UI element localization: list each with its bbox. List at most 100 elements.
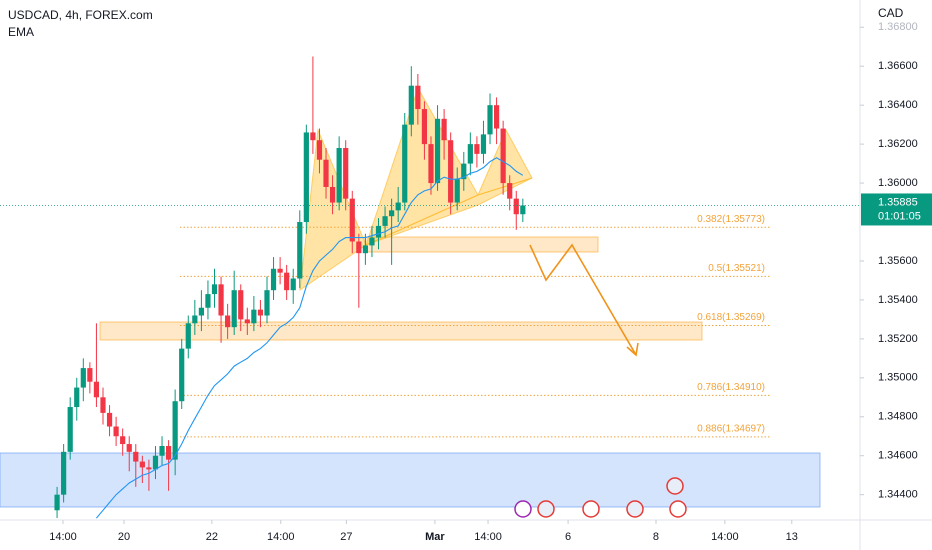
resistance-zone: [99, 321, 703, 341]
candle-body: [480, 134, 487, 154]
event-icon: [626, 500, 644, 518]
candle-body: [323, 159, 329, 187]
event-icon: [669, 500, 687, 518]
x-tick-label: 27: [340, 531, 352, 543]
y-tick-label: 1.36600: [878, 60, 918, 72]
candle-body: [165, 445, 172, 460]
event-icon: [666, 477, 684, 495]
candle-body: [218, 284, 224, 316]
fib-label: 0.786(1.34910): [697, 382, 765, 393]
y-tick-label: 1.34800: [878, 411, 918, 423]
candle-body: [126, 444, 132, 452]
neckline-zone: [364, 236, 599, 253]
candle-body: [231, 290, 237, 328]
candle-body: [185, 323, 191, 349]
candle-body: [290, 278, 296, 291]
candle-body: [474, 144, 480, 154]
x-tick-label: 13: [786, 531, 798, 543]
y-tick-label: 1.35000: [878, 372, 918, 384]
candle-body: [336, 148, 342, 203]
candle-body: [441, 118, 447, 141]
candle-body: [461, 163, 467, 180]
neckline: [365, 177, 533, 246]
candle-body: [251, 309, 257, 324]
candle-body: [139, 461, 145, 468]
candle-body: [395, 202, 401, 211]
candle-body: [54, 494, 60, 511]
candle-body: [467, 144, 473, 164]
candle-body: [225, 315, 231, 328]
candle-body: [87, 368, 93, 382]
candle-body: [356, 241, 362, 254]
candle-body: [343, 148, 349, 199]
candle-body: [487, 105, 493, 135]
candle-body: [349, 198, 355, 242]
y-tick-label: 1.35400: [878, 294, 918, 306]
candle-body: [238, 290, 244, 320]
candle-body: [297, 222, 303, 279]
marks: 0.382(1.35773) 0.5(1.35521) 0.618(1.35269)…: [0, 56, 860, 519]
y-tick-label: 1.35600: [878, 255, 918, 267]
candle-body: [179, 348, 185, 402]
x-tick-label: 14:00: [267, 531, 295, 543]
candle-body: [369, 237, 375, 246]
candle-body: [507, 183, 513, 199]
candle-body: [382, 216, 388, 226]
candle-body: [284, 272, 290, 291]
y-tick-label: 1.36000: [878, 177, 918, 189]
indicator-legend: EMA: [8, 25, 34, 39]
candle-body: [146, 467, 152, 470]
x-tick-label: 22: [206, 531, 218, 543]
chart-title: USDCAD, 4h, FOREX.com: [8, 8, 153, 22]
candle-body: [408, 85, 414, 125]
candle-body: [198, 307, 204, 316]
x-tick-label: 8: [653, 531, 659, 543]
candle-body: [389, 210, 395, 217]
candle-body: [493, 105, 500, 129]
fib-label: 0.886(1.34697): [697, 423, 765, 434]
candle-body: [310, 132, 316, 141]
fib-label: 0.618(1.35269): [697, 312, 765, 323]
candle-body: [448, 140, 454, 203]
arrow-head: [626, 342, 639, 357]
candle-body: [67, 407, 73, 452]
y-tick-label: 1.34600: [878, 450, 918, 462]
x-tick-label: 14:00: [49, 531, 77, 543]
fib-label: 0.382(1.35773): [697, 214, 765, 225]
candle-body: [74, 387, 80, 408]
x-tick-label: 20: [118, 531, 130, 543]
candle-body: [316, 140, 323, 160]
candle-body: [133, 451, 139, 462]
x-tick-label: 6: [565, 531, 571, 543]
candle-body: [513, 198, 519, 215]
last-price-label: 1.35885: [878, 196, 918, 208]
event-icon: [514, 500, 532, 518]
candle-body: [270, 268, 277, 291]
candle-body: [303, 132, 309, 223]
ema-line: [95, 157, 524, 519]
fib-label: 0.5(1.35521): [708, 263, 765, 274]
event-icon: [582, 500, 600, 518]
events: [514, 477, 687, 518]
candle-body: [205, 294, 211, 308]
candle-body: [500, 128, 506, 184]
candle-body: [152, 455, 159, 470]
candle-body: [520, 205, 526, 215]
y-tick-label: 1.35200: [878, 333, 918, 345]
candle-body: [264, 290, 270, 316]
candle-body: [402, 124, 408, 203]
candle-body: [362, 245, 368, 254]
candle-body: [159, 445, 165, 456]
candle-body: [100, 397, 106, 413]
candle-body: [257, 309, 264, 316]
candle-body: [454, 179, 460, 203]
x-tick-label: 14:00: [711, 531, 739, 543]
candle-body: [61, 451, 67, 495]
candle-body: [192, 315, 198, 324]
last-price-box: [861, 193, 932, 226]
projection-arrow: [529, 243, 637, 356]
x-tick-label: 14:00: [474, 531, 502, 543]
y-tick-label: 1.36800: [878, 21, 918, 33]
support-zone: [0, 452, 821, 508]
